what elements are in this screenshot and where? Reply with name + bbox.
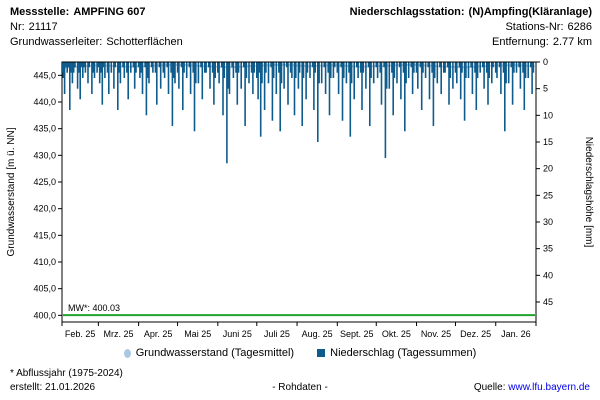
entfernung: Entfernung: 2.77 km <box>492 35 592 50</box>
svg-text:Dez. 25: Dez. 25 <box>460 329 491 339</box>
header-row-2: Nr: 21117 Stations-Nr: 6286 <box>10 20 592 35</box>
svg-text:Juni 25: Juni 25 <box>223 329 252 339</box>
station-label: Niederschlagsstation: <box>349 6 465 18</box>
svg-text:15: 15 <box>543 137 553 147</box>
svg-text:Mrz. 25: Mrz. 25 <box>103 329 133 339</box>
source-link[interactable]: www.lfu.bayern.de <box>508 382 590 393</box>
legend-label-niederschlag: Niederschlag (Tagessummen) <box>330 347 477 359</box>
header: Messstelle: AMPFING 607 Niederschlagsstat… <box>10 5 592 50</box>
entfernung-value: 2.77 km <box>552 36 592 48</box>
svg-text:10: 10 <box>543 110 553 120</box>
svg-text:425,0: 425,0 <box>33 177 56 187</box>
precipitation-swatch-icon <box>317 349 326 358</box>
svg-text:30: 30 <box>543 217 553 227</box>
created-date: erstellt: 21.01.2026 <box>10 382 96 393</box>
station-value: (N)Ampfing(Kläranlage) <box>468 6 592 18</box>
stations-nr: Stations-Nr: 6286 <box>505 20 592 35</box>
source: Quelle: www.lfu.bayern.de <box>474 382 590 393</box>
svg-text:0: 0 <box>543 57 548 67</box>
svg-text:5: 5 <box>543 84 548 94</box>
svg-text:Grundwasserstand [m ü. NN]: Grundwasserstand [m ü. NN] <box>6 127 17 256</box>
legend-item-grundwasserstand: Grundwasserstand (Tagesmittel) <box>123 347 295 359</box>
legend-item-niederschlag: Niederschlag (Tagessummen) <box>317 347 476 359</box>
svg-text:430,0: 430,0 <box>33 150 56 160</box>
grundwasserleiter: Grundwasserleiter: Schotterflächen <box>10 35 183 50</box>
svg-text:Aug. 25: Aug. 25 <box>302 329 333 339</box>
gwl-label: Grundwasserleiter: <box>10 36 103 48</box>
svg-text:35: 35 <box>543 244 553 254</box>
svg-text:MW*: 400.03: MW*: 400.03 <box>68 303 120 313</box>
svg-text:40: 40 <box>543 270 553 280</box>
svg-text:Okt. 25: Okt. 25 <box>382 329 411 339</box>
header-row-1: Messstelle: AMPFING 607 Niederschlagsstat… <box>10 5 592 20</box>
entfernung-label: Entfernung: <box>491 36 549 48</box>
chart-svg: MW*: 400.03 445,0 440,0 435,0 430,0 425,0 420,… <box>6 57 594 339</box>
stations-nr-value: 6286 <box>567 21 592 33</box>
svg-text:Jan. 26: Jan. 26 <box>501 329 531 339</box>
svg-text:415,0: 415,0 <box>33 230 56 240</box>
svg-text:Juli 25: Juli 25 <box>264 329 290 339</box>
groundwater-swatch-icon <box>123 348 131 358</box>
svg-text:Sept. 25: Sept. 25 <box>340 329 374 339</box>
svg-text:440,0: 440,0 <box>33 97 56 107</box>
svg-text:Niederschlagshöhe [mm]: Niederschlagshöhe [mm] <box>583 137 594 248</box>
stations-nr-label: Stations-Nr: <box>505 21 564 33</box>
svg-text:Mai 25: Mai 25 <box>184 329 211 339</box>
svg-text:410,0: 410,0 <box>33 257 56 267</box>
svg-text:445,0: 445,0 <box>33 70 56 80</box>
messstelle-label: Messstelle: <box>10 6 70 18</box>
gwl-value: Schotterflächen <box>106 36 183 48</box>
svg-text:420,0: 420,0 <box>33 204 56 214</box>
header-row-3: Grundwasserleiter: Schotterflächen Entfer… <box>10 35 592 50</box>
messstelle-value: AMPFING 607 <box>73 6 146 18</box>
svg-text:20: 20 <box>543 164 553 174</box>
messstelle: Messstelle: AMPFING 607 <box>10 5 145 20</box>
legend-label-grundwasserstand: Grundwasserstand (Tagesmittel) <box>135 347 295 359</box>
svg-text:Apr. 25: Apr. 25 <box>144 329 173 339</box>
svg-text:400,0: 400,0 <box>33 310 56 320</box>
svg-text:25: 25 <box>543 190 553 200</box>
rohdaten-label: - Rohdaten - <box>272 382 328 393</box>
svg-text:Feb. 25: Feb. 25 <box>65 329 96 339</box>
nr-label: Nr: <box>10 21 25 33</box>
messstellen-nr: Nr: 21117 <box>10 20 58 35</box>
nr-value: 21117 <box>28 21 58 33</box>
svg-text:435,0: 435,0 <box>33 124 56 134</box>
svg-text:Nov. 25: Nov. 25 <box>421 329 451 339</box>
niederschlagsstation: Niederschlagsstation: (N)Ampfing(Kläranla… <box>350 5 592 20</box>
legend: Grundwasserstand (Tagesmittel) Niedersch… <box>0 347 600 359</box>
footnote-abflussjahr: * Abflussjahr (1975-2024) <box>10 368 123 379</box>
source-label: Quelle: <box>473 382 506 393</box>
svg-text:405,0: 405,0 <box>33 284 56 294</box>
svg-text:45: 45 <box>543 297 553 307</box>
